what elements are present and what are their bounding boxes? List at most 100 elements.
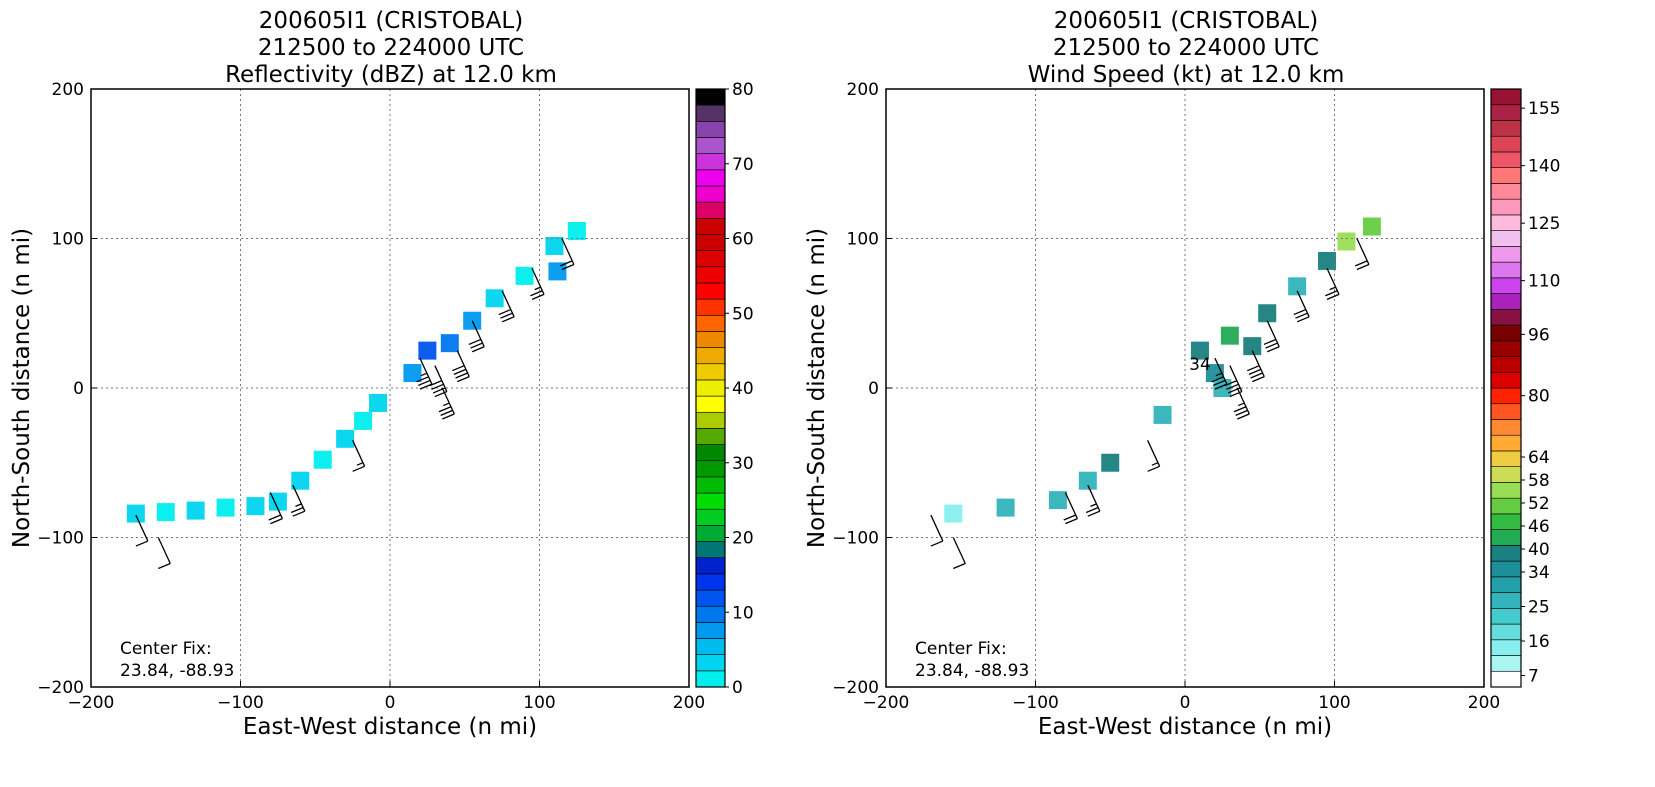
colorbar-tick-label: 40 — [1528, 540, 1550, 560]
wind-barb-flag — [1212, 379, 1226, 387]
colorbar-segment — [1490, 230, 1522, 247]
wind-barb-flag — [1326, 293, 1340, 300]
colorbar-segment — [1490, 120, 1522, 137]
colorbar-segment — [1490, 497, 1522, 515]
field-cell — [369, 393, 388, 412]
wind-barb-flag — [417, 379, 431, 387]
wind-barb-flag — [471, 346, 485, 353]
colorbar-tick-label: 80 — [732, 80, 754, 100]
field-cell — [268, 492, 287, 511]
colorbar-segment — [1490, 529, 1522, 546]
colorbar-segment — [1490, 608, 1522, 625]
field-cell — [313, 450, 332, 469]
x-tick-label: 100 — [1318, 693, 1350, 713]
colorbar-segment — [1490, 198, 1522, 216]
center-fix-annotation: 23.84, -88.93 — [120, 661, 234, 681]
colorbar-segment — [1490, 419, 1522, 436]
field-cell — [418, 341, 437, 360]
y-tick-label: −100 — [37, 529, 84, 549]
data-field — [126, 222, 586, 523]
colorbar-tick-label: 25 — [1528, 598, 1550, 618]
center-fix-annotation: Center Fix: — [915, 639, 1007, 659]
wind-barb-flag — [531, 293, 545, 300]
y-tick-label: −200 — [37, 678, 84, 698]
colorbar-segment — [695, 121, 726, 138]
colorbar-segment — [1490, 403, 1522, 420]
wind-barb — [456, 350, 470, 377]
x-tick-label: −100 — [1012, 693, 1059, 713]
colorbar-segment — [695, 88, 726, 106]
wind-barb-flag — [1265, 342, 1278, 349]
wind-barb-flag — [455, 372, 468, 379]
colorbar-segment — [695, 605, 726, 623]
field-cell — [1048, 491, 1067, 510]
wind-barb-flag — [1293, 308, 1307, 316]
chart-title-line: Reflectivity (dBZ) at 12.0 km — [225, 62, 557, 88]
field-cell — [944, 504, 963, 523]
field-cell — [996, 498, 1015, 517]
colorbar-segment — [695, 169, 726, 187]
wind-barb-flag — [135, 540, 149, 547]
wind-barb-flag — [534, 286, 541, 291]
wind-barb-flag — [420, 372, 428, 377]
colorbar-tick-label: 34 — [1528, 563, 1550, 583]
field-cell — [156, 503, 175, 522]
colorbar-tick-label: 96 — [1528, 325, 1550, 345]
colorbar-segment — [1490, 655, 1522, 672]
colorbar-segment — [695, 573, 726, 591]
chart-title-line: Wind Speed (kt) at 12.0 km — [1028, 62, 1345, 88]
field-cell — [216, 498, 235, 517]
wind-barb-flag — [953, 562, 966, 570]
colorbar-segment — [1490, 88, 1522, 106]
wind-barb — [1064, 492, 1078, 519]
wind-barb-flag — [1151, 462, 1159, 466]
wind-barb-flag — [530, 290, 543, 297]
colorbar-segment — [1490, 592, 1522, 609]
wind-barb-flag — [501, 316, 515, 323]
wind-barb-flag — [352, 465, 365, 472]
colorbar-segment — [1490, 214, 1522, 231]
field-cell — [1243, 337, 1262, 356]
colorbar-segment — [1490, 293, 1522, 310]
colorbar-segment — [695, 153, 726, 171]
chart-title-line: 200605I1 (CRISTOBAL) — [1054, 8, 1318, 34]
wind-barb-flag — [1246, 365, 1260, 372]
colorbar-tick-label: 140 — [1528, 157, 1560, 177]
wind-barb-flag — [1215, 372, 1223, 377]
colorbar-tick-label: 60 — [732, 230, 754, 250]
wind-barb-flag — [1250, 372, 1263, 379]
colorbar-tick-label: 46 — [1528, 517, 1550, 537]
wind-barb-flag — [1063, 514, 1076, 521]
colorbar-frame — [1490, 88, 1522, 688]
y-axis-label: North-South distance (n mi) — [9, 228, 35, 548]
wind-barb — [434, 365, 448, 392]
colorbar-segment — [695, 654, 726, 672]
wind-barb-flag — [1211, 376, 1224, 383]
colorbar-segment — [695, 508, 726, 526]
colorbar-tick-label: 52 — [1528, 494, 1550, 514]
wind-barb-flag — [442, 413, 455, 420]
x-axis-label: East-West distance (n mi) — [1038, 714, 1332, 740]
wind-barb-flag — [270, 518, 283, 525]
colorbar-segment — [695, 492, 726, 510]
wind-barb-flag — [559, 260, 573, 267]
colorbar-tick-label: 70 — [732, 155, 754, 175]
y-tick-label: 0 — [868, 379, 879, 399]
wind-barb — [157, 537, 171, 564]
y-tick-label: −100 — [832, 529, 879, 549]
wind-barb-flag — [416, 376, 429, 383]
colorbar-segment — [1490, 356, 1522, 373]
colorbar-segment — [1490, 560, 1522, 578]
wind-barb — [1147, 440, 1161, 467]
wind-barb-flag — [1224, 380, 1238, 387]
field-cell — [354, 411, 373, 430]
field-cell — [1190, 341, 1209, 360]
wind-barb — [1229, 365, 1243, 392]
wind-barb-flag — [431, 383, 444, 390]
field-cell — [485, 289, 504, 308]
wind-barb-flag — [561, 263, 575, 271]
wind-barb-flag — [1233, 406, 1247, 413]
wind-barb — [1236, 387, 1250, 415]
colorbar-segment — [695, 201, 726, 219]
